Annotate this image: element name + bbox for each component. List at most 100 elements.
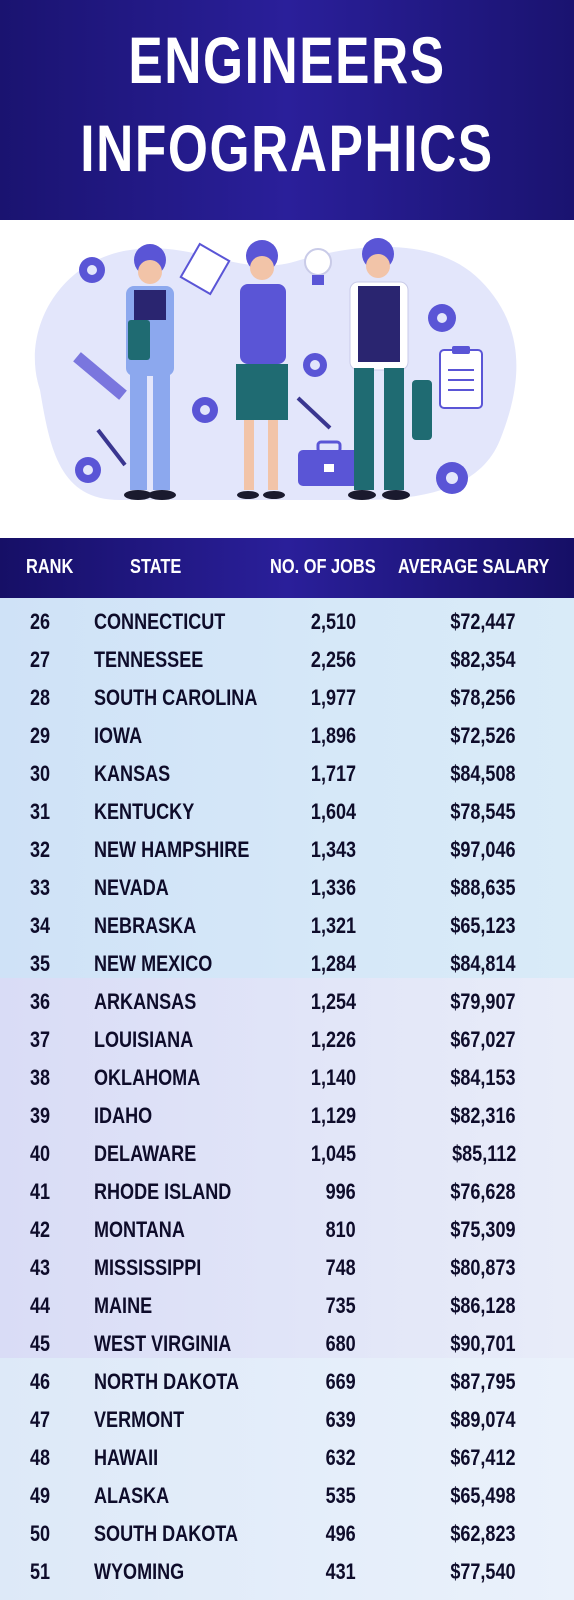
state-cell: CONNECTICUT bbox=[94, 609, 226, 634]
table-row: 29 IOWA 1,896 $72,526 bbox=[0, 719, 574, 757]
lightbulb-icon bbox=[304, 248, 332, 285]
pencil-icon bbox=[96, 428, 127, 467]
table-row: 33 NEVADA 1,336 $88,635 bbox=[0, 871, 574, 909]
jobs-cell: 1,343 bbox=[310, 837, 356, 862]
jobs-cell: 1,604 bbox=[310, 799, 356, 824]
title-line-1: ENGINEERS bbox=[128, 23, 446, 97]
jobs-cell: 1,045 bbox=[310, 1141, 356, 1166]
briefcase-icon bbox=[298, 440, 360, 486]
engineer-figure-right bbox=[348, 238, 432, 500]
state-cell: ALASKA bbox=[94, 1483, 170, 1508]
table-row: 34 NEBRASKA 1,321 $65,123 bbox=[0, 909, 574, 947]
rank-cell: 50 bbox=[30, 1521, 51, 1546]
table-row: 43 MISSISSIPPI 748 $80,873 bbox=[0, 1251, 574, 1289]
rank-cell: 27 bbox=[30, 647, 51, 672]
rank-cell: 30 bbox=[30, 761, 51, 786]
salary-cell: $86,128 bbox=[450, 1293, 516, 1318]
table-body: 26 CONNECTICUT 2,510 $72,447 27 TENNESSEE 2,25… bbox=[0, 605, 574, 1593]
jobs-cell: 1,321 bbox=[310, 913, 356, 938]
table-row: 32 NEW HAMPSHIRE 1,343 $97,046 bbox=[0, 833, 574, 871]
title-line-2: INFOGRAPHICS bbox=[80, 111, 494, 185]
jobs-cell: 1,336 bbox=[310, 875, 356, 900]
state-cell: TENNESSEE bbox=[94, 647, 204, 672]
state-cell: MAINE bbox=[94, 1293, 153, 1318]
jobs-cell: 2,510 bbox=[310, 609, 356, 634]
salary-cell: $72,447 bbox=[450, 609, 516, 634]
table-row: 46 NORTH DAKOTA 669 $87,795 bbox=[0, 1365, 574, 1403]
state-cell: IOWA bbox=[94, 723, 143, 748]
table-row: 38 OKLAHOMA 1,140 $84,153 bbox=[0, 1061, 574, 1099]
state-cell: DELAWARE bbox=[94, 1141, 197, 1166]
rank-cell: 48 bbox=[30, 1445, 51, 1470]
salary-cell: $78,545 bbox=[450, 799, 516, 824]
jobs-cell: 996 bbox=[325, 1179, 356, 1204]
state-cell: HAWAII bbox=[94, 1445, 159, 1470]
salary-cell: $67,412 bbox=[450, 1445, 516, 1470]
rank-cell: 37 bbox=[30, 1027, 51, 1052]
salary-cell: $87,795 bbox=[450, 1369, 516, 1394]
state-cell: NEVADA bbox=[94, 875, 169, 900]
salary-cell: $89,074 bbox=[450, 1407, 516, 1432]
table-row: 47 VERMONT 639 $89,074 bbox=[0, 1403, 574, 1441]
state-cell: IDAHO bbox=[94, 1103, 153, 1128]
salary-cell: $88,635 bbox=[450, 875, 516, 900]
engineer-figure-middle bbox=[236, 240, 288, 499]
gear-icon bbox=[192, 397, 218, 423]
salary-cell: $67,027 bbox=[450, 1027, 516, 1052]
state-cell: NEBRASKA bbox=[94, 913, 197, 938]
state-cell: WEST VIRGINIA bbox=[94, 1331, 232, 1356]
salary-cell: $84,153 bbox=[450, 1065, 516, 1090]
jobs-cell: 1,129 bbox=[310, 1103, 356, 1128]
table-row: 37 LOUISIANA 1,226 $67,027 bbox=[0, 1023, 574, 1061]
state-cell: RHODE ISLAND bbox=[94, 1179, 232, 1204]
rank-cell: 44 bbox=[30, 1293, 51, 1318]
rank-cell: 26 bbox=[30, 609, 51, 634]
jobs-cell: 1,226 bbox=[310, 1027, 356, 1052]
pencil-icon bbox=[296, 396, 332, 430]
table-row: 51 WYOMING 431 $77,540 bbox=[0, 1555, 574, 1593]
table-row: 27 TENNESSEE 2,256 $82,354 bbox=[0, 643, 574, 681]
rank-cell: 33 bbox=[30, 875, 51, 900]
jobs-cell: 431 bbox=[325, 1559, 356, 1584]
state-cell: NEW MEXICO bbox=[94, 951, 213, 976]
salary-cell: $65,123 bbox=[450, 913, 516, 938]
illustration-svg bbox=[34, 238, 517, 500]
jobs-cell: 735 bbox=[325, 1293, 356, 1318]
table-row: 41 RHODE ISLAND 996 $76,628 bbox=[0, 1175, 574, 1213]
rank-cell: 46 bbox=[30, 1369, 51, 1394]
state-cell: ARKANSAS bbox=[94, 989, 197, 1014]
salary-cell: $62,823 bbox=[450, 1521, 516, 1546]
rank-cell: 32 bbox=[30, 837, 51, 862]
salary-cell: $65,498 bbox=[450, 1483, 516, 1508]
table-row: 36 ARKANSAS 1,254 $79,907 bbox=[0, 985, 574, 1023]
table-header: RANK STATE NO. OF JOBS AVERAGE SALARY bbox=[0, 538, 574, 598]
table-row: 49 ALASKA 535 $65,498 bbox=[0, 1479, 574, 1517]
table-row: 30 KANSAS 1,717 $84,508 bbox=[0, 757, 574, 795]
gear-icon bbox=[79, 257, 105, 283]
state-cell: KENTUCKY bbox=[94, 799, 195, 824]
state-cell: NORTH DAKOTA bbox=[94, 1369, 239, 1394]
rank-cell: 51 bbox=[30, 1559, 51, 1584]
table-row: 45 WEST VIRGINIA 680 $90,701 bbox=[0, 1327, 574, 1365]
state-cell: WYOMING bbox=[94, 1559, 185, 1584]
state-cell: SOUTH CAROLINA bbox=[94, 685, 258, 710]
row-band-3 bbox=[0, 1358, 574, 1600]
table-row: 48 HAWAII 632 $67,412 bbox=[0, 1441, 574, 1479]
jobs-cell: 748 bbox=[325, 1255, 356, 1280]
state-cell: MONTANA bbox=[94, 1217, 185, 1242]
state-cell: SOUTH DAKOTA bbox=[94, 1521, 238, 1546]
jobs-cell: 639 bbox=[325, 1407, 356, 1432]
rank-cell: 40 bbox=[30, 1141, 51, 1166]
rank-cell: 47 bbox=[30, 1407, 51, 1432]
salary-cell: $82,354 bbox=[450, 647, 516, 672]
state-cell: MISSISSIPPI bbox=[94, 1255, 202, 1280]
gear-icon bbox=[303, 353, 327, 377]
table-row: 44 MAINE 735 $86,128 bbox=[0, 1289, 574, 1327]
rank-cell: 34 bbox=[30, 913, 51, 938]
state-cell: NEW HAMPSHIRE bbox=[94, 837, 250, 862]
table-row: 50 SOUTH DAKOTA 496 $62,823 bbox=[0, 1517, 574, 1555]
salary-cell: $85,112 bbox=[451, 1141, 516, 1166]
jobs-cell: 1,977 bbox=[310, 685, 356, 710]
engineer-figure-left bbox=[124, 244, 176, 500]
state-cell: VERMONT bbox=[94, 1407, 185, 1432]
